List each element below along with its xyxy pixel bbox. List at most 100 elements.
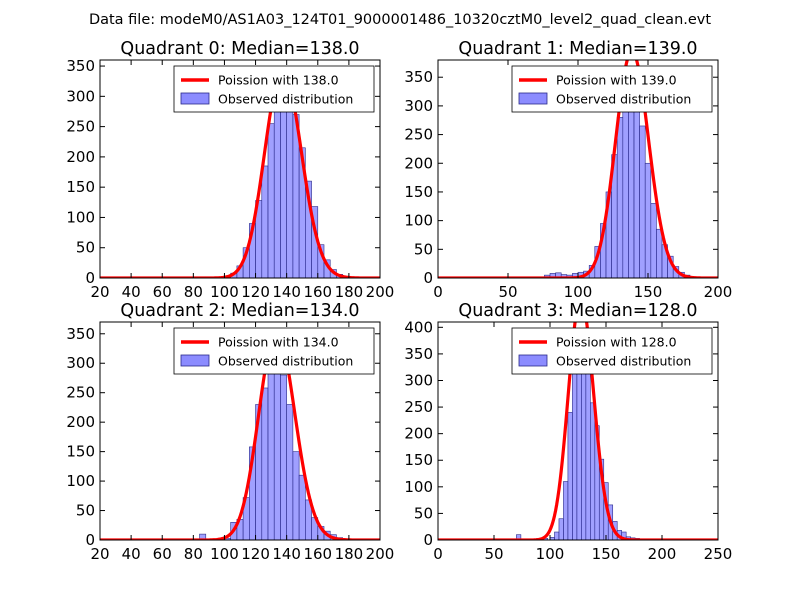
legend: Poission with 128.0 Observed distribution — [511, 327, 713, 375]
histogram-bar — [644, 162, 652, 278]
suptitle: Data file: modeM0/AS1A03_124T01_90000014… — [89, 12, 711, 28]
y-tick-label: 300 — [404, 371, 433, 389]
y-tick-label: 350 — [404, 68, 433, 86]
histogram-bar — [280, 102, 287, 278]
y-tick-label: 300 — [66, 354, 95, 372]
subplot-quadrant-1: 0 50 100 150 200 0 50 100 150 200 250 300 350 Quadran… — [404, 39, 732, 301]
histogram-bar — [656, 228, 663, 278]
x-tick-label: 40 — [122, 545, 141, 563]
legend-bar-swatch — [518, 354, 548, 367]
histogram-bar — [273, 105, 281, 278]
x-tick-label: 40 — [122, 283, 141, 301]
histogram-bar — [622, 105, 629, 278]
x-tick-label: 140 — [272, 545, 301, 563]
legend-label-observed: Observed distribution — [218, 354, 353, 369]
y-tick-label: 300 — [66, 87, 95, 105]
subplot-title: Quadrant 2: Median=134.0 — [120, 301, 359, 321]
histogram-bar — [286, 100, 294, 278]
axes-frame — [437, 321, 719, 541]
histogram-bar — [563, 481, 569, 540]
x-tick-label: 100 — [536, 545, 565, 563]
legend: Poission with 134.0 Observed distribution — [173, 327, 375, 375]
y-tick-label: 300 — [404, 97, 433, 115]
x-tick-label: 150 — [634, 283, 663, 301]
histogram-bar — [572, 368, 578, 540]
histogram-bar — [261, 387, 269, 540]
x-tick-label: 120 — [241, 283, 270, 301]
subplot-quadrant-0: 20 40 60 80 100 120 140 160 180 20005010015020025… — [66, 39, 394, 301]
x-tick-label: 80 — [184, 283, 203, 301]
legend-bar-swatch — [180, 92, 210, 105]
y-tick-label: 150 — [66, 443, 95, 461]
histogram-bar — [267, 362, 275, 540]
y-tick-label: 0 — [423, 531, 433, 549]
x-tick-label: 200 — [366, 545, 395, 563]
histogram-bar — [261, 165, 269, 278]
legend-label-observed: Observed distribution — [218, 92, 353, 107]
x-tick-label: 0 — [433, 545, 443, 563]
y-tick-label: 50 — [76, 239, 95, 257]
y-tick-label: 350 — [66, 325, 95, 343]
y-tick-label: 350 — [66, 57, 95, 75]
histogram-bar — [286, 404, 294, 540]
subplots: 20 40 60 80 100 120 140 160 180 20005010015020025… — [66, 39, 732, 563]
x-tick-label: 160 — [303, 283, 332, 301]
subplot-quadrant-2: 20 40 60 80 100 120 140 160 180 20005010015020025… — [66, 301, 394, 563]
y-tick-label: 150 — [404, 451, 433, 469]
y-tick-label: 250 — [66, 118, 95, 136]
axes-frame — [99, 321, 381, 541]
subplot-title: Quadrant 0: Median=138.0 — [120, 39, 359, 59]
y-tick-label: 100 — [66, 472, 95, 490]
y-tick-label: 0 — [85, 269, 95, 287]
x-tick-label: 120 — [241, 545, 270, 563]
subplot-title: Quadrant 1: Median=139.0 — [458, 39, 697, 59]
y-tick-label: 200 — [404, 425, 433, 443]
x-tick-label: 100 — [564, 283, 593, 301]
histogram-bar — [616, 117, 624, 278]
legend-label-poisson: Poission with 139.0 — [556, 73, 677, 88]
plot-area — [100, 67, 380, 278]
y-tick-label: 100 — [66, 208, 95, 226]
legend: Poission with 139.0 Observed distribution — [511, 65, 713, 113]
y-tick-label: 250 — [404, 126, 433, 144]
x-tick-label: 200 — [704, 283, 733, 301]
y-tick-label: 50 — [414, 240, 433, 258]
poisson-curve — [100, 67, 380, 278]
x-tick-label: 200 — [648, 545, 677, 563]
y-tick-label: 150 — [404, 183, 433, 201]
x-tick-label: 60 — [153, 545, 172, 563]
histogram-bar — [298, 474, 306, 540]
histogram-bar — [273, 371, 281, 540]
legend-label-poisson: Poission with 128.0 — [556, 335, 677, 350]
x-tick-label: 20 — [90, 545, 109, 563]
x-tick-label: 100 — [210, 545, 239, 563]
y-tick-label: 100 — [404, 478, 433, 496]
y-tick-label: 0 — [85, 531, 95, 549]
x-tick-label: 50 — [498, 283, 517, 301]
x-tick-label: 150 — [592, 545, 621, 563]
legend-label-poisson: Poission with 138.0 — [218, 73, 339, 88]
x-tick-label: 140 — [272, 283, 301, 301]
y-tick-label: 400 — [404, 318, 433, 336]
legend: Poission with 138.0 Observed distribution — [173, 65, 375, 113]
histogram-bar — [633, 94, 640, 278]
histogram-bar — [267, 123, 275, 278]
x-tick-label: 250 — [704, 545, 733, 563]
histogram-bar — [292, 451, 300, 540]
histogram-bar — [590, 402, 596, 540]
y-tick-label: 100 — [404, 212, 433, 230]
histogram-bar — [554, 531, 560, 540]
histogram-bar — [585, 353, 591, 540]
y-tick-label: 250 — [66, 384, 95, 402]
legend-bar-swatch — [518, 92, 548, 105]
histogram-bar — [558, 518, 564, 540]
y-tick-label: 150 — [66, 178, 95, 196]
histogram-bar — [567, 412, 573, 540]
x-tick-label: 200 — [366, 283, 395, 301]
histogram-bar — [628, 85, 635, 278]
y-tick-label: 200 — [404, 154, 433, 172]
x-tick-label: 20 — [90, 283, 109, 301]
poisson-curve — [100, 329, 380, 540]
y-tick-label: 250 — [404, 398, 433, 416]
